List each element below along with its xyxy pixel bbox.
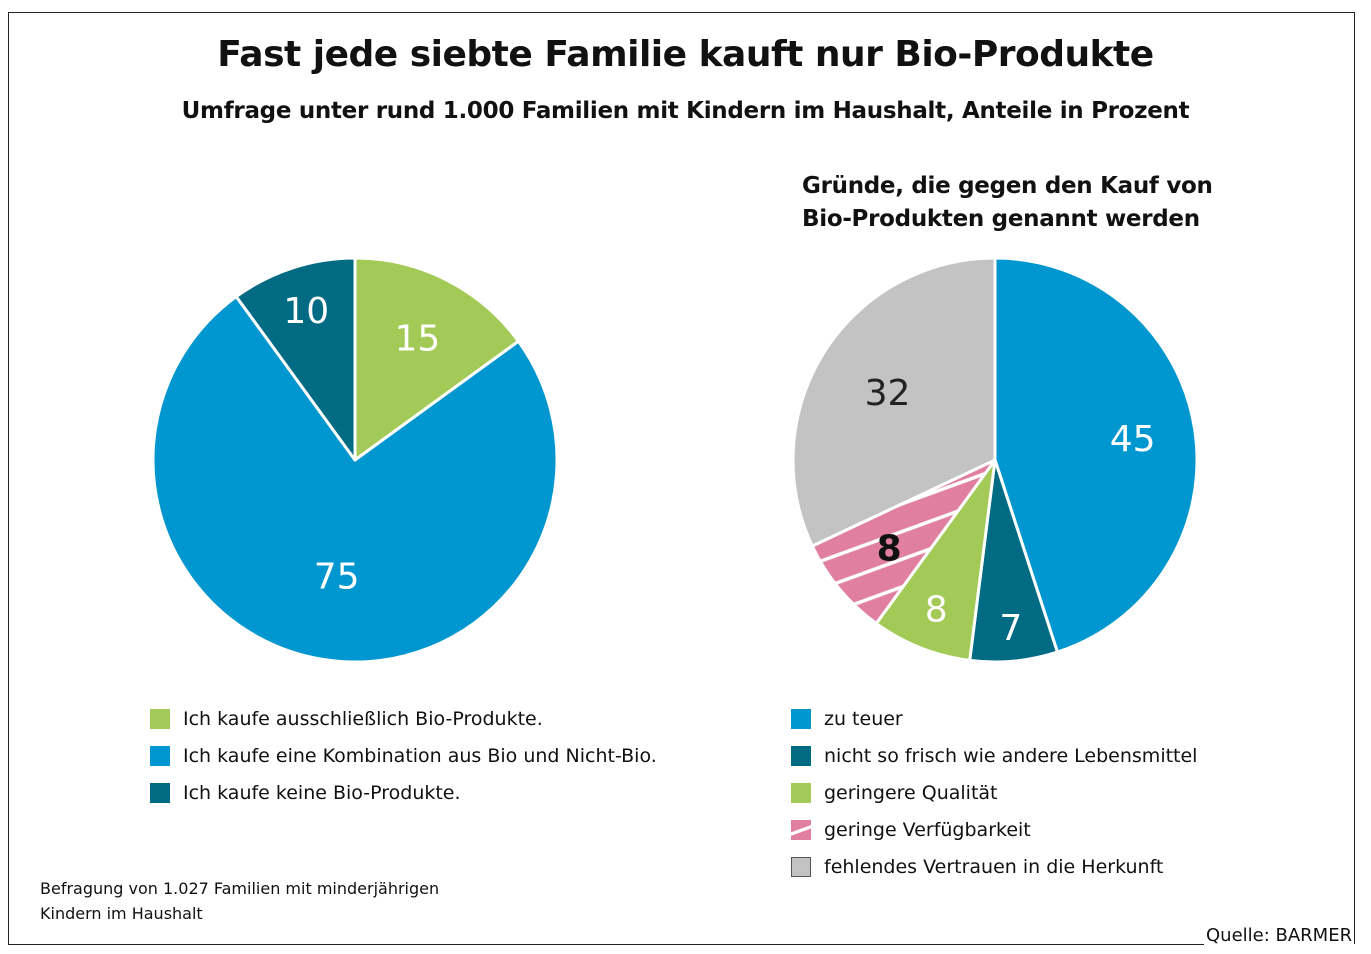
legend-label: Ich kaufe ausschließlich Bio-Produkte. [183,707,543,730]
legend-swatch [791,819,811,840]
legend-label: zu teuer [824,707,903,730]
pie-value-label: 7 [999,608,1022,649]
right-pie-title-line-1: Gründe, die gegen den Kauf von [802,173,1213,199]
legend-swatch [791,708,811,729]
footnote: Befragung von 1.027 Familien mit minderj… [40,876,520,926]
pie-value-label: 10 [283,291,329,332]
legend-item: Ich kaufe keine Bio-Produkte. [150,774,657,811]
pie-right: 45 7 88 32 [791,256,1199,664]
pie-slice [151,295,559,664]
pie-slice [353,256,520,462]
frame-bottom-rule [8,944,1204,945]
chart-subtitle: Umfrage unter rund 1.000 Familien mit Ki… [181,98,1190,124]
legend-label: fehlendes Vertrauen in die Herkunft [824,855,1164,878]
legend-label: Ich kaufe eine Kombination aus Bio und N… [183,744,657,767]
chart-frame [8,12,1355,944]
legend-item: Ich kaufe eine Kombination aus Bio und N… [150,737,657,774]
legend-item: geringere Qualität [791,774,1197,811]
right-pie-title: Gründe, die gegen den Kauf von Bio-Produ… [802,170,1222,236]
legend-label: nicht so frisch wie andere Lebensmittel [824,744,1198,767]
pie-value-label: 15 [394,319,440,360]
right-pie-title-line-2: Bio-Produkten genannt werden [802,206,1200,232]
legend-swatch [150,708,170,729]
pie-value-label: 75 [314,557,360,598]
chart-title: Fast jede siebte Familie kauft nur Bio-P… [217,34,1154,75]
legend-left: Ich kaufe ausschließlich Bio-Produkte. Ic… [150,700,657,811]
pie-value-label: 8 [877,529,902,570]
legend-item: fehlendes Vertrauen in die Herkunft [791,848,1197,885]
legend-label: geringe Verfügbarkeit [824,818,1031,841]
pie-slice [810,458,997,625]
footnote-line-2: Kindern im Haushalt [40,904,203,923]
legend-item: zu teuer [791,700,1197,737]
pie-left: 15 75 10 [151,256,559,664]
legend-swatch [150,745,170,766]
legend-swatch [791,782,811,803]
pie-value-label: 45 [1110,419,1156,460]
legend-swatch [150,782,170,803]
legend-swatch [791,745,811,766]
pie-value-label: 8 [925,589,948,630]
legend-label: geringere Qualität [824,781,998,804]
legend-label: Ich kaufe keine Bio-Produkte. [183,781,461,804]
legend-item: Ich kaufe ausschließlich Bio-Produkte. [150,700,657,737]
legend-swatch [791,856,811,877]
legend-item: nicht so frisch wie andere Lebensmittel [791,737,1197,774]
footnote-line-1: Befragung von 1.027 Familien mit minderj… [40,879,440,898]
pie-slice [993,256,1199,654]
pie-slice [234,256,357,462]
source-credit: Quelle: BARMER [1206,925,1353,946]
pie-slice [874,458,997,662]
legend-right: zu teuer nicht so frisch wie andere Leben… [791,700,1197,885]
pie-slice [791,256,997,548]
pie-value-label: 32 [865,373,911,414]
legend-item: geringe Verfügbarkeit [791,811,1197,848]
